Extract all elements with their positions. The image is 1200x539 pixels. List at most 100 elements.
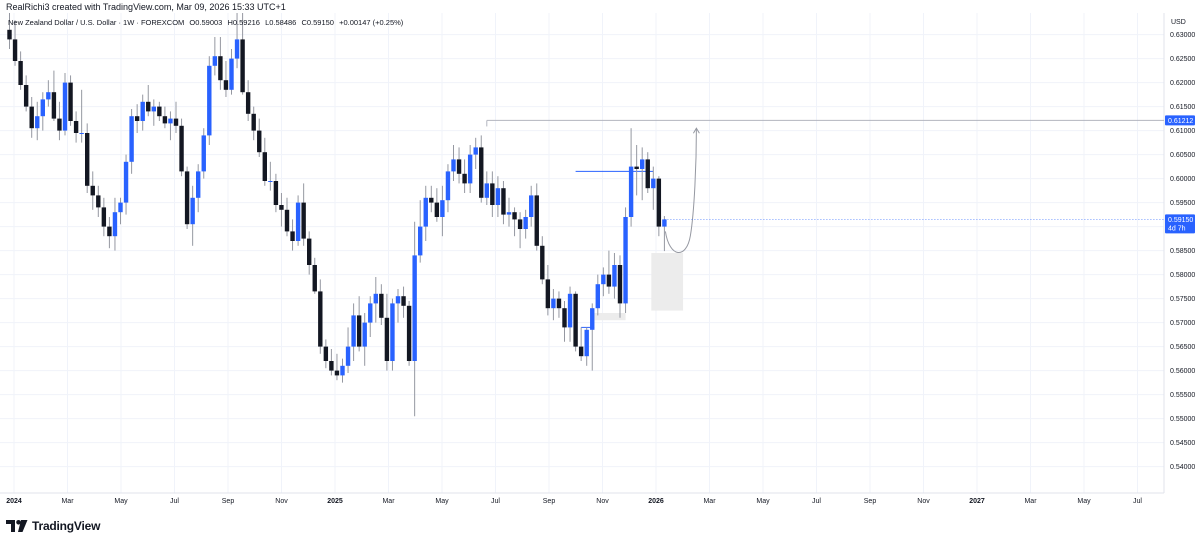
- time-tick-label: Nov: [275, 498, 288, 505]
- candle-body-bull: [640, 159, 645, 169]
- candle-body-bull: [484, 183, 489, 198]
- time-tick-label: Jul: [812, 498, 821, 505]
- candle-body-bull: [168, 118, 173, 124]
- candle-body-bull: [40, 99, 45, 117]
- candle-body-bull: [295, 202, 301, 241]
- candle-body-bull: [445, 171, 451, 201]
- time-tick-label: 2026: [648, 498, 664, 505]
- candle-body-bear: [329, 361, 334, 371]
- time-tick-label: Sep: [543, 498, 556, 505]
- candle-body-bull: [623, 217, 628, 304]
- price-tick-label: 0.57500: [1170, 296, 1195, 303]
- candle-body-bear: [51, 92, 57, 119]
- candle-body-bear: [512, 212, 517, 220]
- candle-body-bear: [645, 159, 650, 189]
- candle-body-bear: [12, 39, 18, 61]
- candle-body-bull: [390, 303, 395, 361]
- candle-body-bull: [467, 154, 473, 184]
- candles-group: [7, 13, 667, 417]
- price-tick-label: 0.55000: [1170, 416, 1195, 423]
- projection-path: [664, 128, 697, 253]
- price-tick-label: 0.61000: [1170, 128, 1195, 135]
- current-price-label: 0.59150: [1168, 217, 1193, 224]
- candle-body-bull: [567, 293, 573, 328]
- candle-body-bear: [68, 82, 73, 121]
- candle-body-bull: [112, 212, 118, 237]
- time-tick-label: 2027: [969, 498, 985, 505]
- candle-body-bear: [318, 291, 323, 347]
- candle-body-bear: [251, 113, 256, 131]
- price-tick-label: 0.58000: [1170, 272, 1195, 279]
- candle-body-bear: [379, 293, 384, 318]
- candle-body-bear: [240, 39, 245, 93]
- price-tick-label: 0.56000: [1170, 368, 1195, 375]
- tradingview-logo[interactable]: TradingView: [6, 518, 100, 534]
- candle-body-bear: [656, 178, 662, 227]
- candle-body-bear: [7, 29, 12, 40]
- candle-body-bear: [384, 317, 390, 361]
- current-price-tag: [1165, 214, 1195, 234]
- candle-body-bear: [545, 279, 551, 309]
- candle-body-bull: [234, 39, 240, 59]
- price-axis-currency: USD: [1171, 19, 1186, 26]
- candle-body-bear: [134, 116, 140, 121]
- candle-body-bull: [151, 106, 156, 112]
- candle-body-bear: [173, 118, 179, 126]
- time-tick-label: Jul: [491, 498, 500, 505]
- ohlc-close: C0.59150: [301, 18, 334, 27]
- candle-body-bull: [584, 329, 589, 357]
- candle-body-bear: [617, 265, 623, 304]
- candle-body-bear: [556, 298, 562, 309]
- time-tick-label: May: [114, 498, 128, 505]
- time-tick-label: May: [435, 498, 449, 505]
- price-tick-label: 0.57000: [1170, 320, 1195, 327]
- ohlc-low: L0.58486: [265, 18, 297, 27]
- price-tick-label: 0.63000: [1170, 32, 1195, 39]
- projection-arrowhead: [692, 127, 700, 134]
- candle-body-bear: [279, 205, 284, 210]
- price-tick-label: 0.58500: [1170, 248, 1195, 255]
- symbol-name: New Zealand Dollar / U.S. Dollar · 1W · …: [8, 18, 185, 27]
- candle-body-bull: [207, 65, 212, 136]
- candle-body-bear: [429, 197, 434, 203]
- candle-body-bear: [479, 147, 484, 198]
- candle-body-bear: [85, 133, 90, 186]
- time-tick-label: Nov: [596, 498, 609, 505]
- price-tick-label: 0.54500: [1170, 440, 1195, 447]
- tradingview-logo-icon: [6, 520, 28, 532]
- candle-body-bear: [290, 231, 295, 241]
- price-tick-label: 0.56500: [1170, 344, 1195, 351]
- candle-body-bear: [562, 308, 567, 328]
- candle-body-bear: [606, 274, 612, 287]
- countdown-label: 4d 7h: [1168, 225, 1186, 232]
- candle-body-bear: [573, 293, 578, 347]
- candle-body-bull: [123, 161, 129, 203]
- candle-body-bear: [90, 185, 95, 196]
- chart-area[interactable]: 0.63000 0.62500 0.62000 0.61500 0.61000 0.605…: [0, 13, 1200, 510]
- candle-body-bear: [501, 188, 506, 215]
- candle-body-bear: [18, 61, 23, 85]
- candle-body-bull: [212, 56, 218, 66]
- time-tick-label: Mar: [61, 498, 74, 505]
- candle-body-bear: [540, 245, 545, 280]
- candle-body-bull: [190, 197, 195, 225]
- time-tick-label: Sep: [864, 498, 877, 505]
- candle-body-bear: [490, 183, 495, 205]
- candle-body-bull: [495, 188, 501, 205]
- candle-body-bull: [423, 197, 428, 227]
- time-tick-label: Mar: [703, 498, 716, 505]
- candle-body-bear: [101, 207, 107, 227]
- candle-body-bull: [418, 226, 423, 256]
- candle-body-bear: [273, 181, 279, 205]
- candle-body-bull: [440, 200, 445, 217]
- candle-body-bull: [118, 202, 123, 213]
- candle-body-bull: [35, 116, 40, 129]
- candlestick-chart[interactable]: 0.63000 0.62500 0.62000 0.61500 0.61000 0.605…: [0, 13, 1200, 510]
- candle-body-bull: [268, 181, 273, 182]
- candle-body-bull: [196, 171, 201, 198]
- candle-body-bear: [184, 171, 190, 225]
- candle-body-bull: [628, 166, 634, 217]
- candle-body-bear: [434, 202, 440, 217]
- candle-body-bull: [506, 212, 512, 215]
- candle-body-bear: [29, 106, 34, 129]
